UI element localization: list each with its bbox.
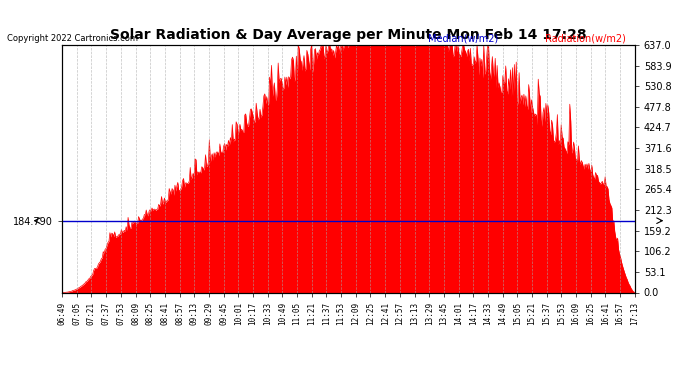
Title: Solar Radiation & Day Average per Minute Mon Feb 14 17:28: Solar Radiation & Day Average per Minute… [110, 28, 586, 42]
Text: Radiation(w/m2): Radiation(w/m2) [545, 34, 626, 44]
Text: Median(w/m2): Median(w/m2) [428, 34, 498, 44]
Text: Copyright 2022 Cartronics.com: Copyright 2022 Cartronics.com [7, 34, 138, 43]
